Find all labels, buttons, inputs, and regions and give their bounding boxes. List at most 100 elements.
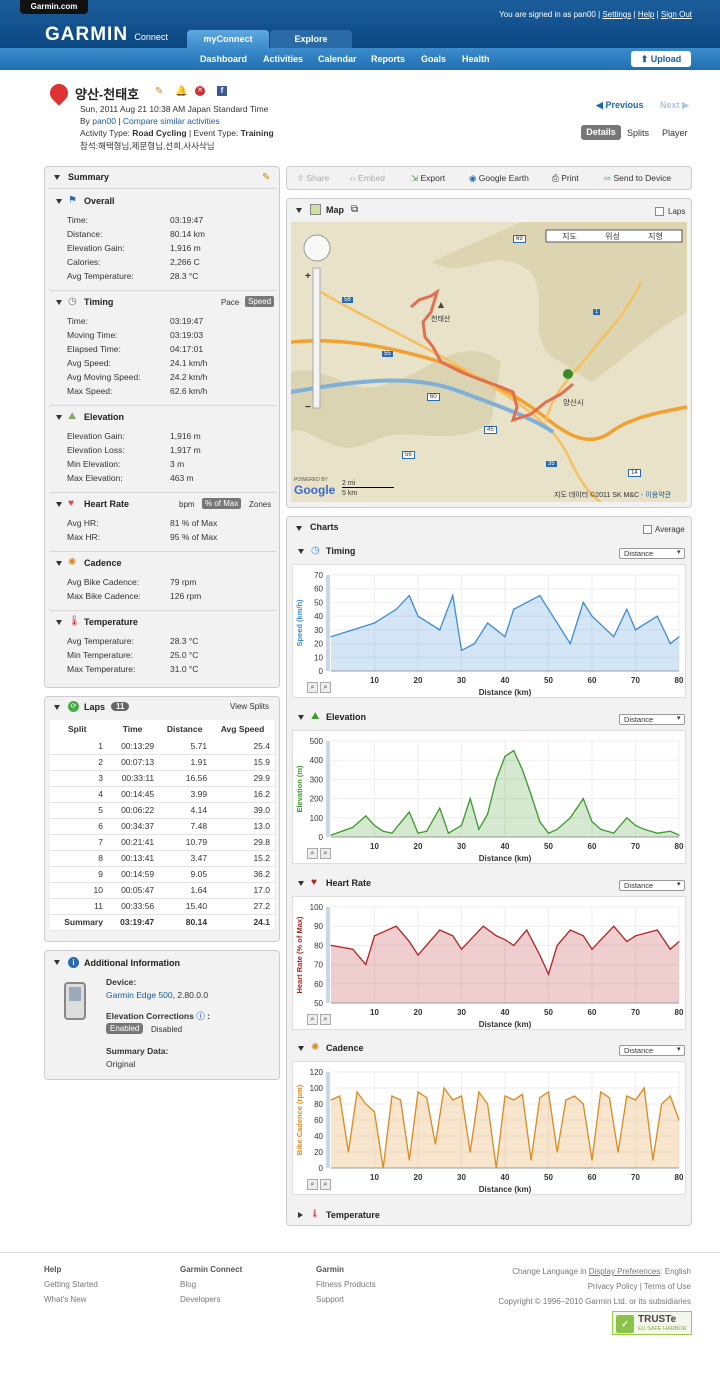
lap-row[interactable]: 1 00:13:29 5.71 25.4 bbox=[50, 738, 274, 755]
lap-row[interactable]: 7 00:21:41 10.79 29.8 bbox=[50, 834, 274, 851]
footer-policy-link[interactable]: Privacy Policy | Terms of Use bbox=[587, 1282, 691, 1291]
collapse-icon[interactable] bbox=[56, 561, 62, 566]
footer-link[interactable]: Getting Started bbox=[44, 1280, 98, 1289]
map-terms-link[interactable]: 이용약관 bbox=[645, 492, 672, 499]
lap-row[interactable]: 4 00:14:45 3.99 16.2 bbox=[50, 786, 274, 803]
map-type-map[interactable]: 지도 bbox=[562, 232, 577, 241]
edit-pencil-icon[interactable]: ✎ bbox=[155, 86, 164, 97]
display-prefs-link[interactable]: Display Preferences bbox=[588, 1267, 661, 1276]
zoom-out-icon[interactable]: ⌕ bbox=[307, 848, 318, 859]
tab-myconnect[interactable]: myConnect bbox=[187, 30, 269, 48]
expand-map-icon[interactable]: ⧉ bbox=[351, 204, 359, 215]
average-checkbox[interactable] bbox=[643, 525, 652, 534]
pace-toggle[interactable]: Pace bbox=[221, 298, 240, 307]
summary-section-temperature[interactable]: Temperature bbox=[84, 617, 138, 627]
bpm-toggle[interactable]: bpm bbox=[179, 500, 195, 509]
collapse-icon[interactable] bbox=[298, 715, 304, 720]
collapse-icon[interactable] bbox=[54, 705, 60, 710]
send-to-device-button[interactable]: ⇨ Send to Device bbox=[604, 173, 671, 184]
chart-xaxis-dropdown[interactable]: Distance bbox=[619, 1045, 685, 1056]
collapse-icon[interactable] bbox=[56, 502, 62, 507]
expand-icon[interactable] bbox=[298, 1212, 303, 1218]
summary-section-timing[interactable]: Timing bbox=[84, 297, 114, 307]
chart-section-elevation[interactable]: Elevation bbox=[326, 712, 367, 722]
previous-link[interactable]: ◀ Previous bbox=[596, 100, 643, 111]
chart-heart-rate[interactable]: 50 60 70 80 90 100 10 20 30 40 50 60 70 80 Distance (k… bbox=[292, 896, 686, 1030]
help-icon[interactable]: ⓘ bbox=[196, 1011, 205, 1021]
chart-cadence[interactable]: 0 20 40 60 80 100 120 10 20 30 40 50 60 70 80 Distance … bbox=[292, 1061, 686, 1195]
chart-timing[interactable]: 0 10 20 30 40 50 60 70 10 20 30 40 50 60 70 80 Distance … bbox=[292, 564, 686, 698]
truste-badge[interactable]: ✓ TRUSTe EU SAFE HARBOR bbox=[612, 1311, 692, 1335]
collapse-icon[interactable] bbox=[296, 526, 302, 531]
lap-row[interactable]: 3 00:33:11 16.56 29.9 bbox=[50, 770, 274, 787]
collapse-icon[interactable] bbox=[298, 881, 304, 886]
nav-reports[interactable]: Reports bbox=[371, 54, 406, 64]
pan-circle-icon[interactable] bbox=[303, 234, 331, 262]
collapse-icon[interactable] bbox=[56, 620, 62, 625]
collapse-icon[interactable] bbox=[54, 175, 60, 180]
garmin-com-link[interactable]: Garmin.com bbox=[20, 0, 88, 14]
lap-row[interactable]: 6 00:34:37 7.48 13.0 bbox=[50, 818, 274, 835]
collapse-icon[interactable] bbox=[56, 199, 62, 204]
zoom-in-icon[interactable]: ⌕ bbox=[320, 1014, 331, 1025]
view-player-button[interactable]: Player bbox=[662, 128, 688, 138]
collapse-icon[interactable] bbox=[54, 960, 60, 965]
footer-link[interactable]: Blog bbox=[180, 1280, 197, 1289]
chart-xaxis-dropdown[interactable]: Distance bbox=[619, 548, 685, 559]
map-pan-control[interactable] bbox=[303, 234, 331, 262]
footer-link[interactable]: Developers bbox=[180, 1295, 221, 1304]
lap-row[interactable]: 5 00:06:22 4.14 39.0 bbox=[50, 802, 274, 819]
google-earth-button[interactable]: ◉ Google Earth bbox=[469, 173, 529, 184]
edit-pencil-icon[interactable]: ✎ bbox=[262, 172, 271, 183]
lap-row[interactable]: 10 00:05:47 1.64 17.0 bbox=[50, 882, 274, 899]
footer-link[interactable]: Support bbox=[316, 1295, 345, 1304]
chart-xaxis-dropdown[interactable]: Distance bbox=[619, 714, 685, 725]
lap-row[interactable]: 8 00:13:41 3.47 15.2 bbox=[50, 850, 274, 867]
chart-section-timing[interactable]: Timing bbox=[326, 546, 356, 556]
event-value[interactable]: Training bbox=[240, 128, 274, 138]
export-button[interactable]: ⇲ Export bbox=[411, 173, 445, 184]
summary-section-heartrate[interactable]: Heart Rate bbox=[84, 499, 130, 509]
next-link[interactable]: Next ▶ bbox=[660, 100, 689, 111]
route-map[interactable] bbox=[291, 222, 687, 502]
nav-activities[interactable]: Activities bbox=[263, 54, 304, 64]
help-link[interactable]: Help bbox=[637, 10, 655, 19]
view-details-button[interactable]: Details bbox=[581, 125, 621, 140]
zoom-in-icon[interactable]: ⌕ bbox=[320, 1179, 331, 1190]
nav-health[interactable]: Health bbox=[462, 54, 490, 64]
disabled-button[interactable]: Disabled bbox=[151, 1025, 183, 1034]
chart-section-cadence[interactable]: Cadence bbox=[326, 1043, 364, 1053]
zoom-slider[interactable] bbox=[312, 267, 321, 409]
nav-calendar[interactable]: Calendar bbox=[318, 54, 357, 64]
zoom-out-button[interactable]: − bbox=[305, 402, 311, 413]
activity-title[interactable]: 양산-천태호 bbox=[75, 87, 140, 102]
lap-row[interactable]: 2 00:07:13 1.91 15.9 bbox=[50, 754, 274, 771]
map-type-terrain[interactable]: 지형 bbox=[648, 232, 663, 241]
signout-link[interactable]: Sign Out bbox=[660, 10, 692, 19]
lap-row[interactable]: 9 00:14:59 9.05 36.2 bbox=[50, 866, 274, 883]
collapse-icon[interactable] bbox=[298, 1046, 304, 1051]
view-splits-button[interactable]: Splits bbox=[627, 128, 650, 138]
device-link[interactable]: Garmin Edge 500 bbox=[106, 990, 173, 1000]
tab-explore[interactable]: Explore bbox=[270, 30, 352, 48]
lap-summary-row[interactable]: Summary 03:19:47 80.14 24.1 bbox=[50, 914, 274, 931]
speed-toggle[interactable]: Speed bbox=[245, 296, 275, 307]
dropdown-arrow-icon[interactable]: ▾ bbox=[677, 881, 681, 888]
chart-section-temperature[interactable]: Temperature bbox=[326, 1210, 380, 1220]
enabled-button[interactable]: Enabled bbox=[106, 1023, 144, 1034]
view-splits-link[interactable]: View Splits bbox=[230, 702, 269, 711]
zoom-in-button[interactable]: + bbox=[305, 271, 311, 282]
summary-section-cadence[interactable]: Cadence bbox=[84, 558, 122, 568]
print-button[interactable]: ⎙ Print bbox=[552, 173, 579, 184]
dropdown-arrow-icon[interactable]: ▾ bbox=[677, 549, 681, 556]
upload-button[interactable]: ⬆ Upload bbox=[631, 51, 691, 67]
delete-icon[interactable]: ✕ bbox=[195, 86, 205, 96]
garmin-connect-logo[interactable]: GARMIN Connect bbox=[45, 24, 168, 46]
percent-max-toggle[interactable]: % of Max bbox=[202, 498, 242, 509]
chart-elevation[interactable]: 0 100 200 300 400 500 10 20 30 40 50 60 70 80 Distance… bbox=[292, 730, 686, 864]
collapse-icon[interactable] bbox=[56, 300, 62, 305]
nav-goals[interactable]: Goals bbox=[421, 54, 447, 64]
chart-xaxis-dropdown[interactable]: Distance bbox=[619, 880, 685, 891]
collapse-icon[interactable] bbox=[296, 208, 302, 213]
bell-icon[interactable]: 🔔 bbox=[175, 86, 188, 97]
